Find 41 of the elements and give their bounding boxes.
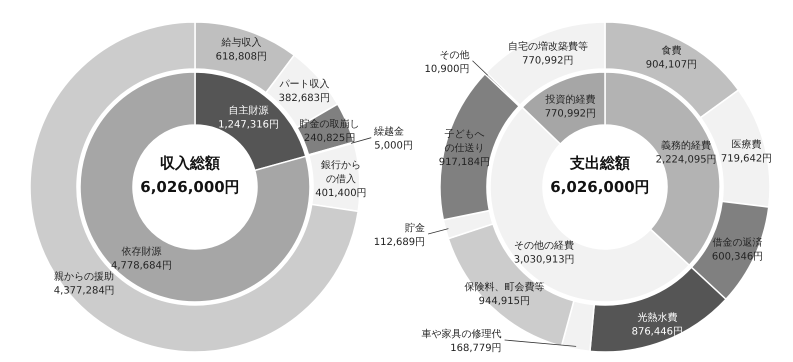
data-label: 401,400円 [315,188,367,200]
slice-label: 車や家具の修理代 [422,328,502,340]
slice-label: 貯金 [405,222,426,234]
text: 支出総額 [570,154,630,172]
slice-label: 繰越金 [373,126,404,138]
slice-label: 食費 [661,44,682,57]
slice-label: 親からの援助 [54,270,114,282]
slice-label: その他の経費 [514,239,574,252]
data-label: 382,683円 [278,92,330,104]
data-label: 770,992円 [522,55,574,66]
data-label: 10,900円 [424,64,470,75]
text: 収入総額 [159,153,221,174]
slice-label: 給与収入 [220,36,262,48]
slice-label: 自宅の増改築費等 [508,40,588,52]
text: 6,026,000円 [549,177,651,198]
data-label: 944,915円 [478,296,530,307]
slice-label: その他 [440,48,470,61]
data-label: 2,224,095円 [656,154,717,166]
data-label: 168,779円 [450,343,502,354]
data-label: 1,247,316円 [218,120,280,131]
data-label: 5,000円 [374,140,413,152]
slice-label: 投資的経費 [544,94,596,106]
text: 6,026,000円 [139,177,241,198]
data-label: 770,992円 [544,108,596,120]
data-label: 4,377,284円 [54,285,115,296]
slice-label: 光熱水費 [637,312,678,324]
slice-label: 医療費 [732,138,762,150]
data-label: 112,689円 [374,236,426,248]
data-label: 618,808円 [216,51,268,62]
slice-label: 義務的経費 [661,140,712,152]
data-label: 4,778,684円 [110,260,172,272]
slice-label: パート収入 [278,78,330,90]
slice-label: 保険料、町会費等 [464,280,544,293]
data-label: 904,107円 [646,60,698,71]
data-label: 3,030,913円 [514,254,575,266]
slice-label: 自主財源 [228,104,269,117]
data-label: 600,346円 [712,252,764,263]
slice-label: 銀行からの借入 [320,160,361,186]
donut-slice [29,21,359,353]
data-label: 719,642円 [720,153,772,164]
slice-label: 依存財源 [121,245,162,258]
